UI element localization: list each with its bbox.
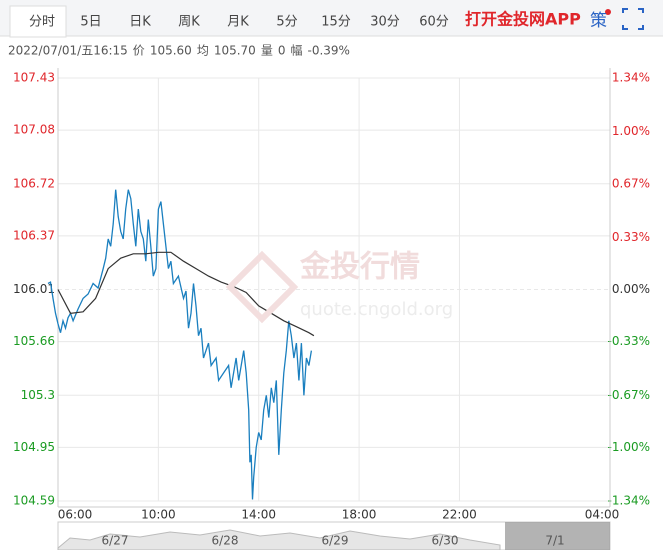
tab[interactable]: 60分: [419, 15, 449, 30]
x-tick-label: 18:00: [342, 508, 377, 522]
info-volume-label: 量: [261, 44, 273, 58]
y-tick-label: 105.66: [13, 334, 55, 348]
info-volume: 0: [278, 44, 286, 58]
info-range: -0.39%: [308, 44, 350, 58]
y-tick-label: 106.01: [13, 282, 55, 296]
info-price-label: 价: [133, 44, 145, 58]
navigator-date: 6/30: [432, 534, 459, 548]
average-line: [57, 251, 315, 337]
watermark-logo: [225, 250, 299, 324]
x-tick-label: 22:00: [442, 508, 477, 522]
y2-tick-label: 1.00%: [612, 124, 650, 138]
navigator-area: [57, 529, 501, 550]
app-link[interactable]: 打开金投网APP: [465, 10, 581, 29]
info-avg-label: 均: [197, 44, 209, 58]
y-tick-label: 105.3: [21, 388, 55, 402]
tab[interactable]: 周K: [178, 15, 200, 30]
tab-selected-bg: [9, 5, 67, 38]
info-range-label: 幅: [290, 43, 302, 58]
info-price: 105.60: [150, 44, 192, 58]
navigator-date: 6/28: [212, 534, 239, 548]
tab[interactable]: 月K: [227, 15, 249, 30]
y2-tick-label: 0.00%: [612, 282, 650, 296]
x-tick-label: 10:00: [141, 508, 176, 522]
y-tick-label: 107.43: [13, 71, 55, 85]
watermark-title: 金投行情: [299, 250, 420, 285]
x-tick-label: 04:00: [585, 508, 620, 522]
y2-tick-label: 1.34%: [612, 71, 650, 85]
navigator-date: 6/29: [322, 534, 349, 548]
tab[interactable]: 分时: [29, 15, 55, 30]
y-tick-label: 106.72: [13, 176, 55, 190]
y2-tick-label: -1.34%: [608, 494, 650, 508]
x-tick-label: 06:00: [58, 508, 93, 522]
y-tick-label: 104.59: [13, 494, 55, 508]
y-tick-label: 106.37: [13, 228, 55, 242]
info-date: 2022/07/01/五16:15: [8, 44, 128, 58]
navigator-window: [505, 522, 610, 550]
navigator-date: 7/1: [545, 534, 564, 548]
y-tick-label: 104.95: [13, 440, 55, 454]
y2-tick-label: 0.67%: [612, 176, 650, 190]
y-tick-label: 107.08: [13, 123, 55, 137]
tab-bar: [0, 0, 663, 36]
x-tick-label: 14:00: [241, 508, 276, 522]
strategy-button[interactable]: 策: [590, 11, 607, 31]
y2-tick-label: -0.67%: [608, 388, 650, 402]
navigator-date: 6/27: [102, 534, 129, 548]
y2-tick-label: 0.33%: [612, 230, 650, 244]
badge: [605, 9, 611, 15]
tab[interactable]: 30分: [370, 15, 400, 30]
fullscreen-button[interactable]: [622, 8, 644, 30]
tab[interactable]: 5分: [276, 15, 297, 30]
tab[interactable]: 15分: [321, 15, 351, 30]
info-avg: 105.70: [214, 44, 256, 58]
price-line: [47, 189, 313, 500]
tab[interactable]: 日K: [129, 15, 151, 30]
watermark-url: quote.cngold.org: [300, 299, 453, 320]
tab[interactable]: 5日: [80, 15, 101, 30]
y2-tick-label: -1.00%: [608, 440, 650, 454]
y2-tick-label: -0.33%: [608, 334, 650, 348]
